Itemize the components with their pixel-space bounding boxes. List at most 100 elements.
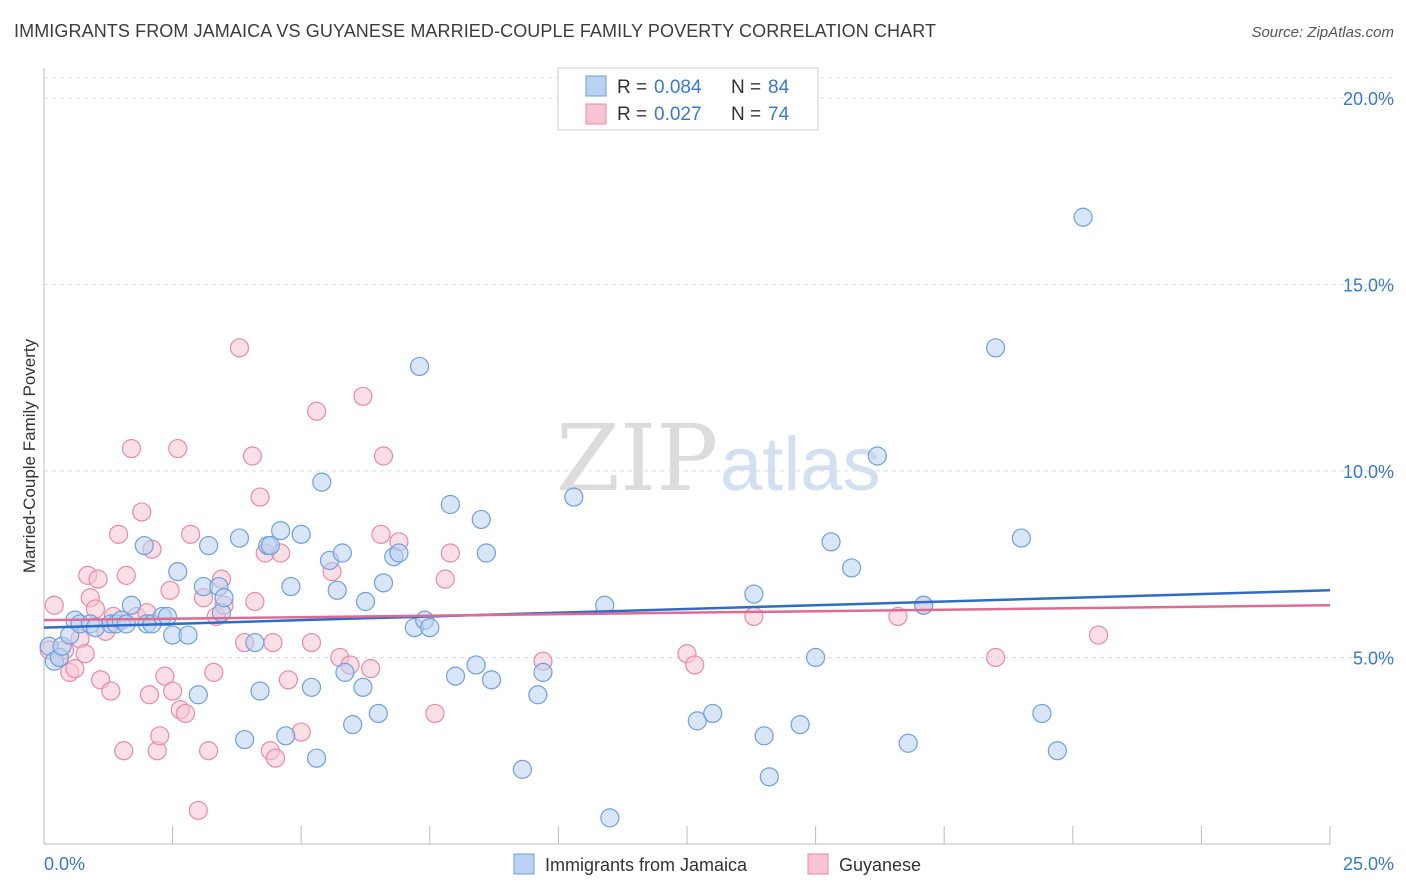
point-jamaica (1011, 528, 1031, 548)
point-guyanese (371, 524, 391, 544)
point-guyanese (181, 524, 201, 544)
series-legend: Immigrants from Jamaica Guyanese (513, 853, 921, 875)
point-guyanese (435, 569, 455, 589)
point-jamaica (271, 521, 291, 541)
point-jamaica (986, 338, 1006, 358)
point-guyanese (250, 487, 270, 507)
point-guyanese (114, 741, 134, 761)
point-jamaica (445, 666, 466, 686)
point-guyanese (307, 401, 327, 421)
point-jamaica (471, 509, 491, 530)
point-guyanese (242, 446, 262, 466)
point-guyanese (160, 580, 180, 600)
point-jamaica (867, 446, 887, 466)
point-guyanese (888, 606, 908, 627)
point-jamaica (178, 625, 198, 645)
point-jamaica (312, 472, 332, 492)
y-axis-label: Married-Couple Family Poverty (20, 338, 39, 573)
point-guyanese (204, 662, 224, 682)
point-jamaica (533, 662, 553, 682)
point-jamaica (512, 759, 532, 779)
y-tick-label: 15.0% (1343, 275, 1394, 295)
point-jamaica (327, 580, 347, 600)
trend-line-jamaica (43, 589, 1331, 629)
point-jamaica (687, 711, 707, 731)
point-guyanese (440, 543, 460, 563)
stats-n-label-pink: N = (731, 104, 766, 125)
point-jamaica (600, 808, 620, 828)
point-jamaica (476, 543, 496, 563)
series-legend-label-jamaica: Immigrants from Jamaica (545, 855, 748, 875)
trend-lines (43, 589, 1331, 629)
point-guyanese (229, 338, 250, 358)
point-guyanese (168, 438, 188, 459)
point-jamaica (168, 562, 188, 582)
stats-n-label-blue: N = (731, 77, 766, 98)
point-jamaica (754, 726, 774, 746)
point-jamaica (260, 535, 280, 556)
point-guyanese (75, 644, 95, 664)
point-guyanese (685, 655, 705, 675)
watermark-atlas: atlas (720, 422, 881, 507)
point-guyanese (108, 524, 129, 544)
stats-r-label-blue: R = (617, 77, 652, 98)
stats-legend-swatch-blue (585, 75, 607, 97)
point-jamaica (389, 543, 409, 563)
point-guyanese (301, 632, 322, 653)
point-jamaica (420, 618, 440, 638)
x-tick-label-min: 0.0% (44, 854, 85, 874)
point-jamaica (409, 356, 430, 377)
point-jamaica (1073, 207, 1093, 227)
trend-line-guyanese (43, 603, 1331, 622)
point-jamaica (291, 524, 311, 544)
point-jamaica (842, 558, 862, 578)
point-jamaica (276, 726, 296, 746)
point-jamaica (245, 632, 265, 653)
point-jamaica (1047, 741, 1067, 761)
point-guyanese (188, 800, 208, 821)
point-jamaica (528, 685, 548, 705)
point-guyanese (199, 741, 219, 761)
point-guyanese (155, 666, 175, 686)
point-jamaica (214, 588, 234, 608)
point-guyanese (353, 386, 373, 406)
point-jamaica (134, 535, 154, 556)
point-jamaica (250, 681, 270, 701)
series-legend-label-guyanese: Guyanese (839, 855, 921, 875)
stats-r-value-blue: 0.084 (654, 77, 702, 98)
point-guyanese (121, 438, 142, 459)
point-guyanese (744, 606, 764, 627)
point-guyanese (132, 502, 152, 522)
point-guyanese (116, 565, 136, 585)
point-jamaica (805, 647, 826, 668)
point-jamaica (373, 573, 394, 593)
point-guyanese (361, 659, 381, 679)
point-guyanese (175, 703, 196, 724)
point-jamaica (440, 494, 460, 515)
point-jamaica (703, 703, 723, 724)
x-tick-label-max: 25.0% (1343, 854, 1394, 874)
point-guyanese (278, 670, 298, 690)
point-jamaica (229, 528, 250, 548)
point-jamaica (1032, 703, 1052, 724)
point-jamaica (368, 703, 388, 724)
stats-legend-swatch-pink (585, 103, 607, 125)
point-guyanese (65, 659, 85, 679)
point-jamaica (466, 655, 486, 675)
point-guyanese (88, 569, 108, 589)
point-guyanese (163, 681, 183, 701)
point-guyanese (986, 647, 1006, 668)
point-jamaica (790, 715, 810, 735)
series-legend-swatch-guyanese (807, 853, 829, 875)
point-jamaica (301, 677, 322, 697)
point-jamaica (744, 584, 764, 604)
stats-r-value-pink: 0.027 (654, 104, 702, 125)
point-jamaica (481, 670, 502, 690)
point-guyanese (139, 685, 160, 705)
point-guyanese (265, 748, 286, 768)
stats-r-label-pink: R = (617, 104, 652, 125)
point-jamaica (898, 733, 918, 753)
point-jamaica (564, 487, 584, 507)
point-guyanese (101, 681, 121, 701)
y-tick-labels: 5.0% 10.0% 15.0% 20.0% (1343, 89, 1394, 669)
